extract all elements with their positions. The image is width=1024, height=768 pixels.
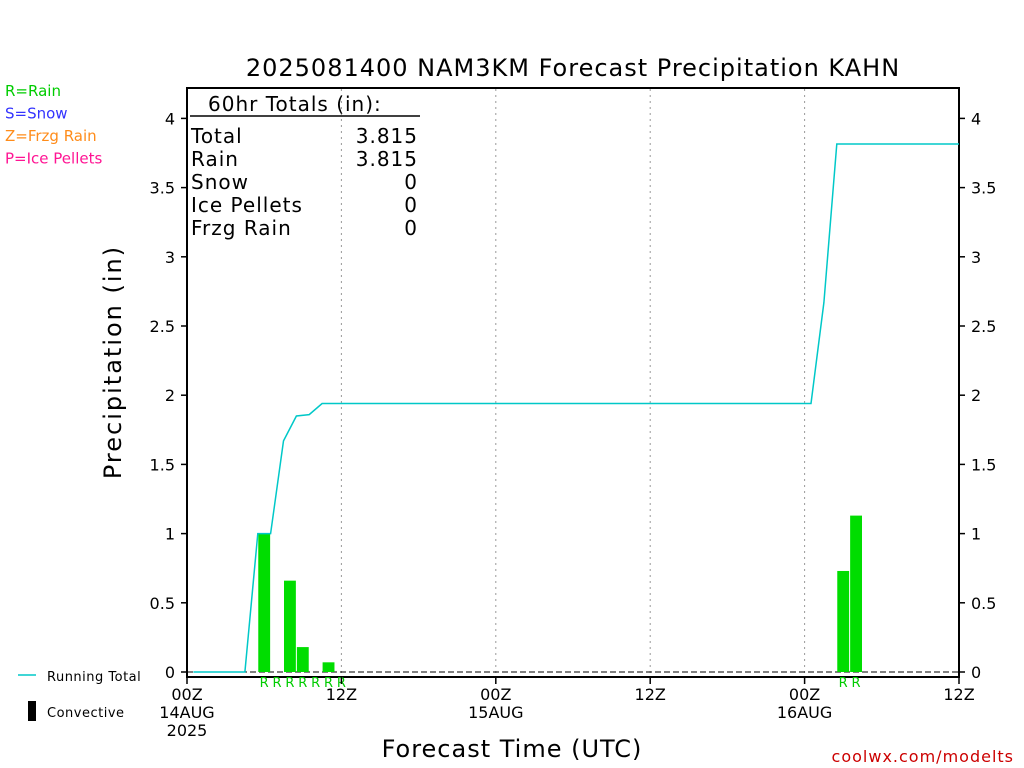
precip-bar [850, 515, 862, 672]
y-tick-label-right: 3 [971, 248, 981, 267]
x-tick-label: 15AUG [468, 703, 523, 722]
legend-swatch-bar [28, 701, 36, 721]
y-axis-left: 0 0.5 1 1.5 2 2.5 3 3.5 4 [150, 109, 187, 682]
totals-rows: Total 3.815 Rain 3.815 Snow 0 Ice Pellets 0 Frzg… [190, 124, 418, 240]
y-tick-label: 3 [165, 248, 175, 267]
series-legend-label: Running Total [47, 670, 141, 685]
x-tick-label: 00Z [480, 685, 511, 704]
vertical-gridlines [340, 89, 806, 676]
y-tick-label: 2 [165, 386, 175, 405]
series-legend: Running Total Convective [18, 670, 141, 721]
precip-type-marker: R [324, 676, 333, 691]
y-tick-label: 4 [165, 109, 175, 128]
type-legend-item: S=Snow [5, 105, 68, 123]
y-axis-label: Precipitation (in) [99, 245, 127, 479]
y-tick-label: 0 [165, 663, 175, 682]
x-tick-label: 12Z [326, 685, 357, 704]
y-axis-right: 0 0.5 1 1.5 2 2.5 3 3.5 4 [959, 109, 996, 682]
totals-row-value: 0 [404, 193, 418, 217]
type-legend-item: P=Ice Pellets [5, 150, 102, 168]
y-tick-label-right: 2.5 [971, 317, 996, 336]
totals-row-label: Total [190, 124, 243, 148]
hourly-precip-bars [258, 515, 862, 672]
type-legend-item: Z=Frzg Rain [5, 127, 97, 145]
precip-type-marker: R [311, 676, 320, 691]
precip-bar [296, 647, 309, 672]
x-tick-label: 12Z [635, 685, 666, 704]
precip-type-marker: R [852, 676, 861, 691]
x-axis-label: Forecast Time (UTC) [382, 735, 643, 763]
y-tick-label-right: 3.5 [971, 179, 996, 198]
totals-box: 60hr Totals (in): Total 3.815 Rain 3.815 Sno… [190, 92, 420, 240]
y-tick-label: 0.5 [150, 594, 175, 613]
y-tick-label: 1.5 [150, 455, 175, 474]
type-legend-item: R=Rain [5, 82, 61, 100]
x-tick-label: 12Z [943, 685, 974, 704]
precip-bar [284, 580, 296, 672]
precip-type-marker: R [273, 676, 282, 691]
watermark: coolwx.com/modelts [832, 747, 1014, 766]
precip-type-marker: R [298, 676, 307, 691]
x-tick-label: 14AUG [159, 703, 214, 722]
totals-row-value: 3.815 [356, 147, 418, 171]
y-tick-label: 1 [165, 525, 175, 544]
precip-type-legend: R=Rain S=Snow Z=Frzg Rain P=Ice Pellets [5, 82, 102, 168]
y-tick-label: 2.5 [150, 317, 175, 336]
plot-area [186, 87, 960, 678]
x-tick-label: 16AUG [777, 703, 832, 722]
totals-row-label: Rain [191, 147, 239, 171]
precip-type-marker: R [285, 676, 294, 691]
precip-bar [837, 570, 850, 672]
precip-bar [322, 662, 335, 672]
chart-title: 2025081400 NAM3KM Forecast Precipitation… [246, 54, 900, 82]
totals-row-value: 3.815 [356, 124, 418, 148]
totals-row-value: 0 [404, 170, 418, 194]
y-tick-label-right: 2 [971, 386, 981, 405]
running-total-line [193, 143, 959, 673]
x-tick-label: 00Z [789, 685, 820, 704]
precip-type-marker: R [839, 676, 848, 691]
totals-row-label: Frzg Rain [191, 216, 292, 240]
totals-row-label: Ice Pellets [191, 193, 303, 217]
series-legend-label: Convective [47, 706, 125, 721]
y-tick-label-right: 1.5 [971, 455, 996, 474]
totals-header: 60hr Totals (in): [208, 92, 382, 116]
y-tick-label-right: 0.5 [971, 594, 996, 613]
precip-type-marker: R [260, 676, 269, 691]
precip-bar [258, 533, 271, 672]
totals-row-value: 0 [404, 216, 418, 240]
y-tick-label-right: 0 [971, 663, 981, 682]
x-tick-label: 2025 [167, 721, 208, 740]
y-tick-label-right: 1 [971, 525, 981, 544]
y-tick-label: 3.5 [150, 179, 175, 198]
totals-row-label: Snow [191, 170, 249, 194]
y-tick-label-right: 4 [971, 109, 981, 128]
x-tick-label: 00Z [171, 685, 202, 704]
